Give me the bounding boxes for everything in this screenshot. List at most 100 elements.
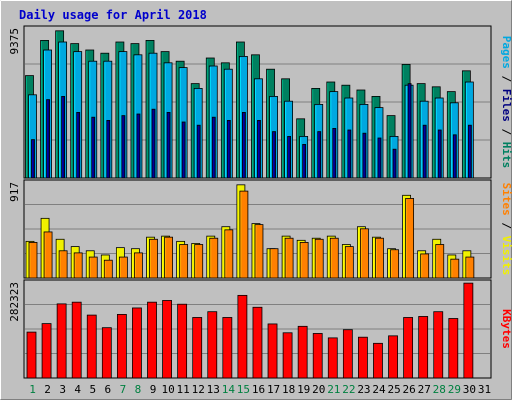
x-axis-labels: 1 2 3 4 5 6 7 8 9 10 11 12 13 14 15 16 17 18 19 20 21 22 23 24 2… xyxy=(29,383,491,396)
x-tick-label: 31 xyxy=(478,383,491,396)
bar-kbytes xyxy=(132,307,142,379)
x-tick-label: 5 xyxy=(89,383,96,396)
panel-max-label: 282323 xyxy=(8,282,21,322)
x-tick-label: 6 xyxy=(105,383,112,396)
bar-sites xyxy=(284,237,294,279)
bar-kbytes xyxy=(207,311,218,379)
bar-kbytes xyxy=(86,314,97,379)
bar-kbytes xyxy=(147,301,157,379)
bar-kbytes xyxy=(162,300,172,379)
x-tick-label: 15 xyxy=(237,383,250,396)
bar-sites xyxy=(314,238,324,279)
bar-sites xyxy=(375,237,384,279)
chart-panels: 9375 Pages / Files / Hits 917 Sites / Visit… xyxy=(8,25,512,379)
bar-kbytes xyxy=(358,336,368,379)
bar-sites xyxy=(465,256,475,279)
x-tick-label: 20 xyxy=(312,383,325,396)
bar-sites xyxy=(103,259,113,279)
x-tick-label: 1 xyxy=(29,383,36,396)
x-tick-label: 17 xyxy=(267,383,280,396)
series-label-part: Visits xyxy=(500,236,512,276)
bar-kbytes xyxy=(71,301,82,379)
bar-sites xyxy=(435,244,445,279)
bar-kbytes xyxy=(463,282,474,379)
x-tick-label: 24 xyxy=(372,383,386,396)
x-tick-label: 9 xyxy=(150,383,157,396)
bar-sites xyxy=(224,229,234,279)
panel-series-label: Pages / Files / Hits xyxy=(500,36,512,169)
bar-kbytes xyxy=(342,329,353,379)
bar-sites xyxy=(194,244,204,279)
x-tick-label: 2 xyxy=(44,383,51,396)
panel-bottom: 282323 KBytes xyxy=(8,279,512,379)
bar-kbytes xyxy=(41,323,52,379)
bar-sites xyxy=(329,237,339,279)
x-tick-label: 3 xyxy=(59,383,66,396)
series-label-part: Files xyxy=(500,89,512,122)
series-label-part: / xyxy=(500,69,512,89)
bar-sites xyxy=(239,190,249,279)
panel-top: 9375 Pages / Files / Hits xyxy=(8,25,512,179)
x-tick-label: 19 xyxy=(297,383,310,396)
bar-sites xyxy=(390,249,399,279)
bar-sites xyxy=(269,248,279,279)
bar-kbytes xyxy=(177,303,188,379)
bar-kbytes xyxy=(252,306,263,379)
bar-sites xyxy=(149,238,158,279)
bar-sites xyxy=(28,242,38,279)
bar-kbytes xyxy=(267,323,278,379)
panel-max-label: 9375 xyxy=(8,28,21,55)
bar-kbytes xyxy=(237,294,248,379)
bar-kbytes xyxy=(327,337,338,379)
bar-sites xyxy=(254,224,264,279)
series-label-part: / xyxy=(500,216,512,236)
bar-kbytes xyxy=(388,335,398,379)
bar-sites xyxy=(179,244,189,279)
bar-kbytes xyxy=(448,318,459,379)
bar-sites xyxy=(299,242,309,279)
bar-kbytes xyxy=(26,331,37,379)
series-label-part: Hits xyxy=(500,142,512,169)
panel-middle: 917 Sites / Visits xyxy=(8,179,512,279)
series-label-part: Pages xyxy=(500,36,512,69)
x-tick-label: 10 xyxy=(161,383,174,396)
x-tick-label: 16 xyxy=(252,383,265,396)
x-tick-label: 30 xyxy=(463,383,476,396)
x-tick-label: 12 xyxy=(192,383,205,396)
panel-series-label: Sites / Visits xyxy=(500,183,512,276)
bar-kbytes xyxy=(56,303,67,379)
series-label-part: / xyxy=(500,122,512,142)
bar-sites xyxy=(134,252,143,279)
x-tick-label: 4 xyxy=(74,383,81,396)
panel-series-label: KBytes xyxy=(500,309,512,349)
bar-kbytes xyxy=(116,314,127,379)
x-tick-label: 26 xyxy=(403,383,416,396)
bar-sites xyxy=(73,252,83,279)
x-tick-label: 18 xyxy=(282,383,295,396)
x-tick-label: 7 xyxy=(120,383,127,396)
x-tick-label: 25 xyxy=(387,383,400,396)
chart-title: Daily usage for April 2018 xyxy=(19,8,207,22)
bar-kbytes xyxy=(373,342,383,379)
bar-sites xyxy=(58,250,68,279)
x-tick-label: 14 xyxy=(222,383,236,396)
bar-kbytes xyxy=(312,333,323,379)
bar-kbytes xyxy=(418,316,429,379)
x-tick-label: 23 xyxy=(357,383,370,396)
bar-sites xyxy=(420,253,430,279)
bar-kbytes xyxy=(403,317,414,379)
x-tick-label: 8 xyxy=(135,383,142,396)
bar-kbytes xyxy=(222,317,233,379)
bar-sites xyxy=(118,256,128,279)
series-label-part: KBytes xyxy=(500,309,512,349)
x-tick-label: 29 xyxy=(448,383,461,396)
bar-kbytes xyxy=(101,327,112,379)
bar-sites xyxy=(450,258,460,279)
x-tick-label: 21 xyxy=(327,383,340,396)
bar-sites xyxy=(405,198,415,279)
bar-kbytes xyxy=(433,311,444,379)
bar-sites xyxy=(209,237,219,279)
panel-max-label: 917 xyxy=(8,182,21,202)
bar-kbytes xyxy=(282,332,293,379)
